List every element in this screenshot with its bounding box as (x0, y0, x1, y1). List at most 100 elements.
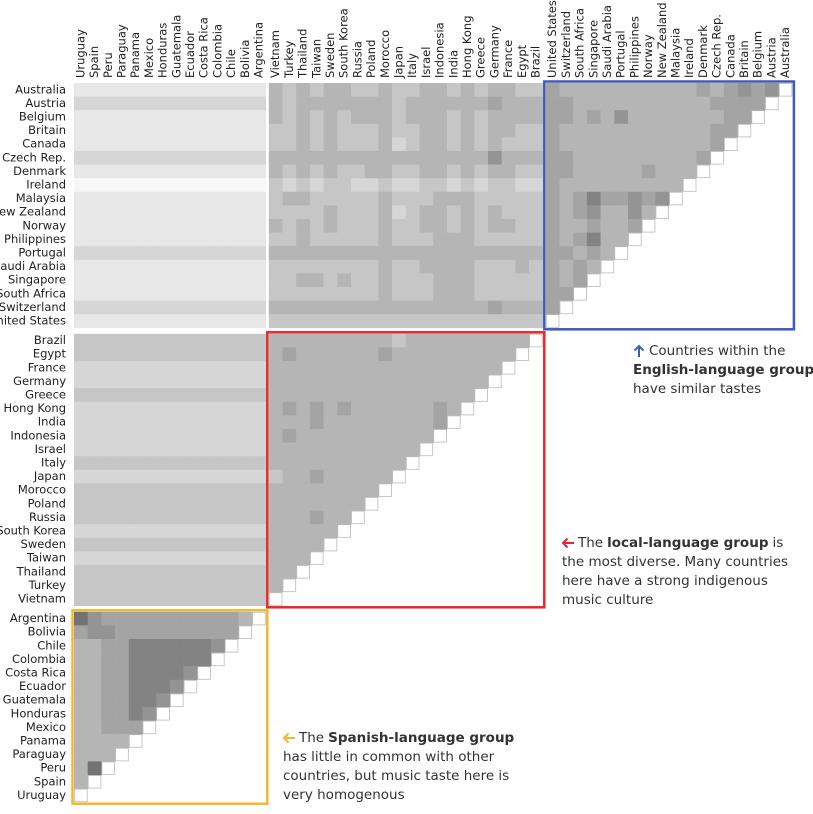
cell (142, 592, 157, 607)
cell (337, 83, 352, 97)
cell (268, 273, 283, 288)
cell (501, 273, 516, 288)
cell (128, 693, 143, 708)
cell (737, 83, 752, 97)
cell (238, 510, 253, 525)
row-label: Hong Kong (3, 401, 66, 415)
cell (351, 483, 365, 498)
cell (628, 191, 642, 206)
cell (211, 456, 225, 471)
cell (309, 388, 324, 403)
cell (309, 333, 324, 348)
cell (211, 388, 225, 403)
cell (197, 625, 212, 640)
cell (211, 178, 225, 193)
cell (529, 110, 544, 125)
cell (142, 639, 157, 653)
cell (156, 205, 171, 220)
cell (364, 137, 379, 152)
labels: AustraliaAustriaBelgiumBritainCanadaCzec… (0, 0, 792, 802)
cell (529, 259, 544, 274)
cell (378, 469, 393, 484)
cell (378, 388, 393, 403)
cell (323, 110, 338, 125)
cell (351, 374, 365, 389)
cell (309, 314, 324, 329)
cell (128, 246, 143, 261)
cell (87, 232, 102, 247)
cell (323, 429, 338, 443)
cell (433, 347, 448, 362)
cell (282, 524, 297, 539)
cells (74, 83, 793, 803)
cell (378, 137, 393, 152)
cell (224, 137, 239, 152)
cell (128, 164, 143, 179)
diagonal-cell (378, 483, 392, 497)
cell (474, 259, 489, 274)
cell (405, 219, 420, 233)
cell (268, 259, 283, 274)
cell (282, 361, 297, 375)
cell (474, 273, 489, 288)
cell (501, 164, 516, 179)
diagonal-cell (419, 442, 434, 457)
cell (364, 300, 379, 315)
row-label: Germany (13, 374, 66, 388)
cell (156, 679, 171, 694)
column-label: Germany (487, 25, 501, 78)
cell (515, 137, 530, 152)
cell (573, 232, 588, 247)
cell (392, 123, 407, 138)
cell (101, 246, 116, 261)
cell (252, 401, 267, 416)
cell (252, 83, 267, 97)
cell (282, 442, 297, 457)
cell (296, 442, 311, 457)
cell (488, 96, 502, 111)
column-label: Canada (723, 34, 737, 78)
cell (101, 720, 116, 735)
cell (74, 205, 88, 220)
cell (337, 314, 352, 329)
cell (282, 151, 297, 165)
cell (573, 246, 588, 261)
cell (405, 388, 420, 403)
cell (351, 191, 365, 206)
cell (74, 442, 88, 457)
cell (238, 123, 253, 138)
cell (101, 300, 116, 315)
cell (433, 96, 448, 111)
cell (101, 611, 116, 626)
cell (74, 314, 88, 329)
cell (337, 347, 352, 362)
cell (169, 83, 184, 97)
cell (364, 205, 379, 220)
cell (641, 205, 656, 220)
cell (224, 537, 239, 552)
cell (183, 652, 198, 667)
cell (128, 707, 143, 721)
cell (573, 96, 588, 111)
diagonal-cell (296, 565, 310, 579)
cell (309, 96, 324, 111)
cell (115, 592, 130, 607)
cell (446, 246, 461, 261)
cell (474, 137, 489, 152)
cell (101, 592, 116, 607)
column-label: Philippines (627, 16, 641, 78)
row-label: Turkey (28, 578, 67, 592)
cell (87, 469, 102, 484)
cell (446, 83, 461, 97)
cell (309, 415, 324, 430)
cell (169, 191, 184, 206)
cell (405, 259, 420, 274)
cell (87, 747, 102, 762)
cell (142, 578, 157, 593)
cell (211, 611, 225, 626)
cell (224, 314, 239, 329)
cell (296, 246, 311, 261)
column-label: Chile (224, 49, 238, 78)
cell (405, 151, 420, 165)
cell (115, 551, 130, 566)
